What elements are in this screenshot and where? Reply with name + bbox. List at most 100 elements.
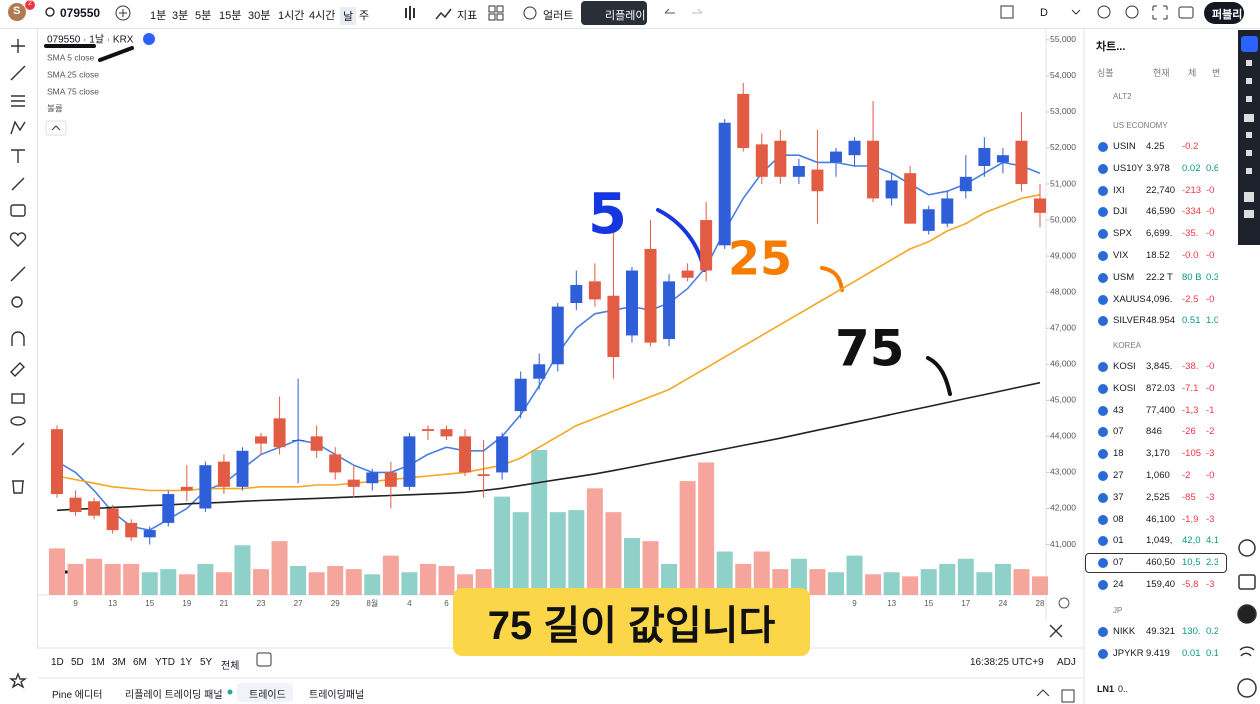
search-icon[interactable] bbox=[1097, 5, 1111, 19]
bottom-tab[interactable]: 리플레이 트레이딩 패널 bbox=[125, 690, 223, 701]
legend-icon[interactable] bbox=[143, 33, 155, 45]
replay-button-bg[interactable] bbox=[581, 1, 647, 25]
row-symbol[interactable]: IXI bbox=[1113, 184, 1125, 196]
period[interactable]: D bbox=[1040, 7, 1048, 19]
crosshair-tool[interactable] bbox=[11, 39, 25, 53]
link-tool[interactable] bbox=[11, 442, 25, 456]
interval[interactable]: 1시간 bbox=[278, 10, 305, 22]
camera-icon[interactable] bbox=[1178, 6, 1194, 19]
pen-active[interactable] bbox=[1241, 36, 1258, 52]
trash-tool[interactable] bbox=[12, 480, 24, 494]
strip-icon[interactable] bbox=[1246, 168, 1252, 174]
close-icon[interactable] bbox=[1049, 624, 1063, 638]
range-button[interactable]: 전체 bbox=[221, 661, 240, 672]
row-symbol[interactable]: USM bbox=[1113, 271, 1135, 283]
range-button[interactable]: 1D bbox=[51, 657, 64, 668]
alert-icon[interactable] bbox=[523, 6, 537, 20]
expand-icon[interactable] bbox=[1152, 5, 1168, 20]
strip-icon[interactable] bbox=[1244, 210, 1254, 218]
row-symbol[interactable]: 37 bbox=[1113, 491, 1124, 503]
row-symbol[interactable]: 07 bbox=[1113, 557, 1124, 569]
range-button[interactable]: 1M bbox=[91, 657, 105, 668]
watchlist-title[interactable]: 차트... bbox=[1096, 41, 1126, 53]
row-symbol[interactable]: NIKK bbox=[1113, 626, 1136, 637]
row-symbol[interactable]: 43 bbox=[1113, 404, 1124, 416]
range-button[interactable]: 5D bbox=[71, 657, 84, 668]
search-icon[interactable] bbox=[45, 7, 55, 17]
interval[interactable]: 5분 bbox=[195, 10, 212, 22]
replay-label[interactable]: 리플레이 bbox=[605, 10, 646, 22]
row-symbol[interactable]: 18 bbox=[1113, 448, 1124, 460]
row-symbol[interactable]: 08 bbox=[1113, 513, 1124, 525]
range-button[interactable]: 1Y bbox=[180, 657, 193, 668]
star-icon[interactable] bbox=[8, 672, 28, 689]
panel-icons[interactable] bbox=[1036, 689, 1075, 703]
chart-type-icon[interactable] bbox=[405, 6, 415, 20]
bottom-tab[interactable]: 트레이드 bbox=[249, 690, 286, 701]
pattern-tool[interactable] bbox=[10, 120, 26, 135]
bottom-tab[interactable]: Pine 에디터 bbox=[52, 690, 103, 701]
side-icon[interactable] bbox=[1238, 574, 1256, 590]
bottom-tab[interactable]: 트레이딩패널 bbox=[309, 690, 365, 701]
row-symbol[interactable]: 01 bbox=[1113, 535, 1124, 547]
side-icon[interactable] bbox=[1237, 678, 1257, 698]
brush-tool[interactable] bbox=[11, 177, 25, 191]
interval[interactable]: 3분 bbox=[172, 10, 189, 22]
indicator-icon[interactable] bbox=[435, 8, 452, 20]
line-tool[interactable] bbox=[10, 65, 26, 81]
dropdown-icon[interactable] bbox=[1071, 9, 1081, 15]
ruler-tool[interactable] bbox=[10, 266, 26, 282]
row-symbol[interactable]: DJI bbox=[1113, 206, 1128, 218]
alerts-label[interactable]: 얼러트 bbox=[543, 10, 574, 22]
interval[interactable]: 주 bbox=[359, 10, 370, 22]
row-symbol[interactable]: KOSI bbox=[1113, 361, 1136, 372]
range-button[interactable]: YTD bbox=[155, 657, 175, 668]
row-symbol[interactable]: JPYKR bbox=[1113, 647, 1144, 659]
settings-icon[interactable] bbox=[1125, 5, 1139, 19]
interval[interactable]: 30분 bbox=[248, 10, 271, 22]
calendar-icon[interactable] bbox=[256, 652, 272, 667]
strip-icon[interactable] bbox=[1244, 114, 1254, 122]
row-symbol[interactable]: KOSI bbox=[1113, 382, 1136, 394]
strip-icon[interactable] bbox=[1246, 78, 1252, 84]
row-symbol[interactable]: 24 bbox=[1113, 579, 1124, 590]
heart-tool[interactable] bbox=[9, 232, 27, 247]
interval[interactable]: 4시간 bbox=[309, 10, 336, 22]
layout-icon[interactable] bbox=[488, 5, 496, 13]
axis-settings-icon[interactable] bbox=[1058, 597, 1070, 609]
redo-icon[interactable] bbox=[692, 8, 703, 14]
range-button[interactable]: 5Y bbox=[200, 657, 213, 668]
note-tool[interactable] bbox=[10, 204, 26, 217]
indicators-label[interactable]: 지표 bbox=[457, 10, 478, 22]
interval-active[interactable]: 날 bbox=[340, 7, 357, 25]
interval[interactable]: 15분 bbox=[219, 10, 242, 22]
strip-icon[interactable] bbox=[1246, 60, 1252, 66]
lock-draw-tool[interactable] bbox=[10, 362, 25, 377]
adj[interactable]: ADJ bbox=[1057, 657, 1076, 668]
eye-tool[interactable] bbox=[10, 416, 26, 426]
strip-icon[interactable] bbox=[1246, 150, 1252, 156]
text-tool[interactable] bbox=[11, 149, 25, 163]
strip-icon[interactable] bbox=[1246, 132, 1252, 138]
range-button[interactable]: 6M bbox=[133, 657, 147, 668]
fullscreen-icon[interactable] bbox=[1000, 5, 1014, 19]
strip-icon[interactable] bbox=[1246, 96, 1252, 102]
row-symbol[interactable]: US10Y bbox=[1113, 162, 1144, 174]
side-icon[interactable] bbox=[1238, 539, 1256, 557]
magnet-tool[interactable] bbox=[11, 331, 25, 346]
side-icon[interactable] bbox=[1237, 604, 1257, 624]
publish-bg[interactable] bbox=[1204, 2, 1244, 24]
fib-tool[interactable] bbox=[11, 95, 25, 107]
row-symbol[interactable]: 07 bbox=[1113, 426, 1124, 438]
row-symbol[interactable]: USIN bbox=[1113, 141, 1136, 152]
row-symbol[interactable]: 27 bbox=[1113, 470, 1124, 481]
row-symbol[interactable]: SPX bbox=[1113, 228, 1133, 240]
interval[interactable]: 1분 bbox=[150, 10, 167, 22]
publish-label[interactable]: 퍼블리 bbox=[1212, 9, 1243, 21]
lock-tool[interactable] bbox=[11, 393, 25, 404]
symbol[interactable]: 079550 bbox=[60, 6, 101, 20]
row-symbol[interactable]: SILVER bbox=[1113, 315, 1145, 327]
row-symbol[interactable]: XAUUS bbox=[1113, 293, 1145, 305]
add-icon[interactable] bbox=[115, 5, 131, 21]
collapse-button[interactable] bbox=[45, 120, 67, 136]
